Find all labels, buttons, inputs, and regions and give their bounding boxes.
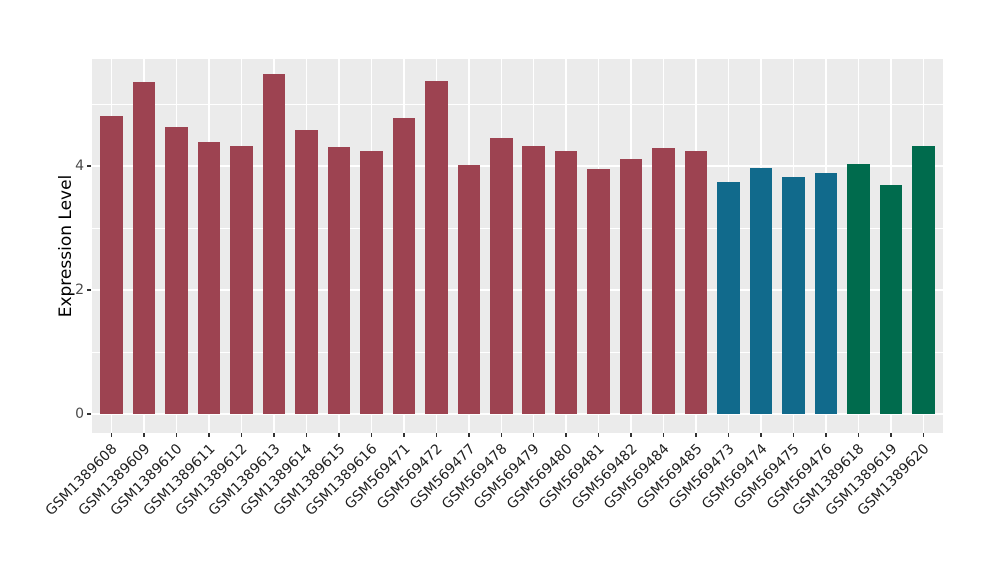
plot-panel bbox=[92, 59, 943, 433]
bar bbox=[554, 150, 578, 414]
x-tick-mark bbox=[695, 433, 697, 437]
bar bbox=[749, 168, 773, 414]
bar bbox=[879, 185, 903, 414]
bar bbox=[327, 146, 351, 414]
bar bbox=[197, 141, 221, 414]
x-tick-mark bbox=[435, 433, 438, 437]
x-tick-mark bbox=[143, 433, 145, 437]
bar bbox=[457, 164, 481, 414]
bar bbox=[587, 169, 610, 414]
bar bbox=[652, 148, 675, 414]
gridline-major bbox=[92, 289, 943, 291]
x-tick-mark bbox=[727, 433, 730, 437]
x-tick-mark bbox=[175, 433, 178, 437]
bar bbox=[717, 181, 740, 414]
x-tick-mark bbox=[890, 433, 892, 437]
bar bbox=[847, 163, 870, 414]
x-tick-mark bbox=[825, 433, 827, 437]
bar bbox=[262, 73, 286, 414]
x-tick-mark bbox=[305, 433, 308, 437]
x-tick-mark bbox=[532, 433, 535, 437]
x-tick-mark bbox=[403, 433, 405, 437]
y-tick-mark bbox=[87, 413, 91, 415]
bar bbox=[814, 173, 838, 414]
bar bbox=[230, 146, 253, 414]
gridline-minor bbox=[92, 103, 943, 105]
bar bbox=[100, 115, 123, 414]
x-tick-mark bbox=[662, 433, 665, 437]
x-tick-mark bbox=[338, 433, 340, 437]
bar bbox=[425, 81, 448, 414]
bar bbox=[782, 176, 805, 414]
bar bbox=[619, 159, 643, 414]
x-tick-mark bbox=[760, 433, 762, 437]
bar bbox=[912, 146, 935, 414]
x-tick-mark bbox=[630, 433, 632, 437]
x-tick-mark bbox=[792, 433, 795, 437]
x-tick-mark bbox=[597, 433, 600, 437]
bar bbox=[490, 138, 513, 414]
x-tick-mark bbox=[273, 433, 275, 437]
y-tick-mark bbox=[87, 165, 91, 167]
x-tick-mark bbox=[468, 433, 470, 437]
y-tick-mark bbox=[87, 289, 91, 291]
x-tick-mark bbox=[500, 433, 502, 437]
y-tick-label: 0 bbox=[75, 406, 84, 422]
x-tick-mark bbox=[857, 433, 860, 437]
bar bbox=[132, 82, 156, 414]
gridline-major bbox=[92, 413, 943, 415]
gridline-minor bbox=[92, 227, 943, 229]
x-tick-mark bbox=[922, 433, 925, 437]
gridline-minor bbox=[92, 351, 943, 353]
bar bbox=[165, 126, 188, 414]
x-tick-mark bbox=[208, 433, 210, 437]
y-tick-label: 2 bbox=[75, 282, 84, 298]
x-tick-mark bbox=[110, 433, 113, 437]
bar bbox=[684, 151, 708, 414]
bar bbox=[392, 118, 416, 414]
bar bbox=[295, 130, 318, 414]
x-tick-mark bbox=[240, 433, 243, 437]
bar bbox=[522, 145, 545, 414]
x-tick-mark bbox=[565, 433, 567, 437]
bar bbox=[360, 151, 383, 414]
x-tick-mark bbox=[370, 433, 373, 437]
gridline-major bbox=[92, 165, 943, 167]
y-tick-label: 4 bbox=[75, 158, 84, 174]
